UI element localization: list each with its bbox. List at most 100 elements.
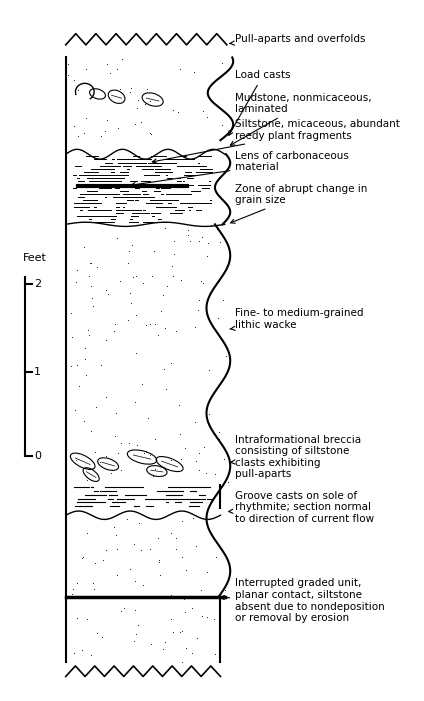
Point <box>74 613 81 624</box>
Point <box>127 297 134 308</box>
Point <box>151 245 158 257</box>
Point <box>205 313 212 325</box>
Point <box>124 315 131 326</box>
Point <box>111 318 118 329</box>
Point <box>148 128 154 139</box>
Point <box>194 633 201 644</box>
Point <box>146 95 153 107</box>
Text: Groove casts on sole of
rhythmite; section normal
to direction of current flow: Groove casts on sole of rhythmite; secti… <box>229 491 374 524</box>
Point <box>134 102 141 114</box>
Point <box>137 544 144 555</box>
Point <box>103 285 109 296</box>
Point <box>135 620 142 631</box>
Point <box>178 454 184 465</box>
Point <box>129 272 136 283</box>
Point <box>82 112 89 123</box>
Point <box>159 644 166 655</box>
Point <box>106 68 113 79</box>
Point <box>173 325 179 336</box>
Point <box>171 236 178 247</box>
Point <box>181 606 188 617</box>
Point <box>161 363 168 374</box>
Point <box>176 400 182 411</box>
Point <box>179 552 185 563</box>
Point <box>148 271 155 282</box>
Point <box>185 229 192 240</box>
Point <box>196 294 203 305</box>
Point <box>83 63 89 74</box>
Text: 1: 1 <box>34 367 41 376</box>
Point <box>188 603 195 614</box>
Point <box>82 343 89 354</box>
Point <box>196 447 203 458</box>
Point <box>155 329 162 341</box>
Point <box>219 294 226 305</box>
Point <box>207 219 214 231</box>
Point <box>168 454 175 465</box>
Point <box>140 580 147 591</box>
Point <box>69 332 75 343</box>
Point <box>75 381 82 392</box>
Point <box>176 626 183 637</box>
Point <box>155 556 162 567</box>
Point <box>196 236 203 247</box>
Point <box>144 412 151 423</box>
Point <box>136 517 142 529</box>
Point <box>114 233 120 244</box>
Point <box>200 106 207 117</box>
Point <box>222 350 229 362</box>
Point <box>133 347 139 358</box>
Point <box>73 359 80 370</box>
Point <box>138 116 145 128</box>
Point <box>157 570 164 581</box>
Point <box>86 258 93 269</box>
Point <box>151 433 158 444</box>
Text: 0: 0 <box>34 451 41 461</box>
Point <box>68 360 75 372</box>
Point <box>105 219 112 230</box>
Point <box>195 304 201 315</box>
Point <box>120 603 127 614</box>
Point <box>202 308 209 319</box>
Point <box>64 58 71 69</box>
Point <box>71 120 78 131</box>
Text: Load casts: Load casts <box>229 70 291 135</box>
Point <box>211 613 218 625</box>
Point <box>118 464 125 475</box>
Point <box>108 468 115 479</box>
Point <box>83 475 90 486</box>
Point <box>131 118 138 130</box>
Text: Lens of carbonaceous
material: Lens of carbonaceous material <box>131 151 349 186</box>
Point <box>78 644 85 655</box>
Point <box>94 627 100 638</box>
Point <box>204 566 211 578</box>
Point <box>67 308 74 319</box>
Point <box>152 318 159 329</box>
Point <box>195 465 202 476</box>
Text: Fine- to medium-grained
lithic wacke: Fine- to medium-grained lithic wacke <box>230 308 364 330</box>
Point <box>206 365 213 376</box>
Point <box>86 329 93 341</box>
Point <box>112 529 119 540</box>
Point <box>201 441 207 452</box>
Point <box>92 557 98 569</box>
Text: Siltstone, micaceous, abundant
reedy plant fragments: Siltstone, micaceous, abundant reedy pla… <box>152 119 400 163</box>
Point <box>215 427 222 438</box>
Point <box>116 275 123 287</box>
Point <box>199 231 206 243</box>
Point <box>84 527 90 538</box>
Point <box>89 578 96 589</box>
Point <box>158 306 165 317</box>
Point <box>170 626 176 637</box>
Point <box>89 300 96 311</box>
Point <box>91 583 98 594</box>
Point <box>181 442 188 454</box>
Point <box>184 224 191 235</box>
Point <box>155 533 162 544</box>
Point <box>88 257 95 268</box>
Point <box>162 637 168 648</box>
Point <box>132 628 139 639</box>
Point <box>212 469 219 480</box>
Point <box>103 392 109 403</box>
Point <box>167 590 174 601</box>
